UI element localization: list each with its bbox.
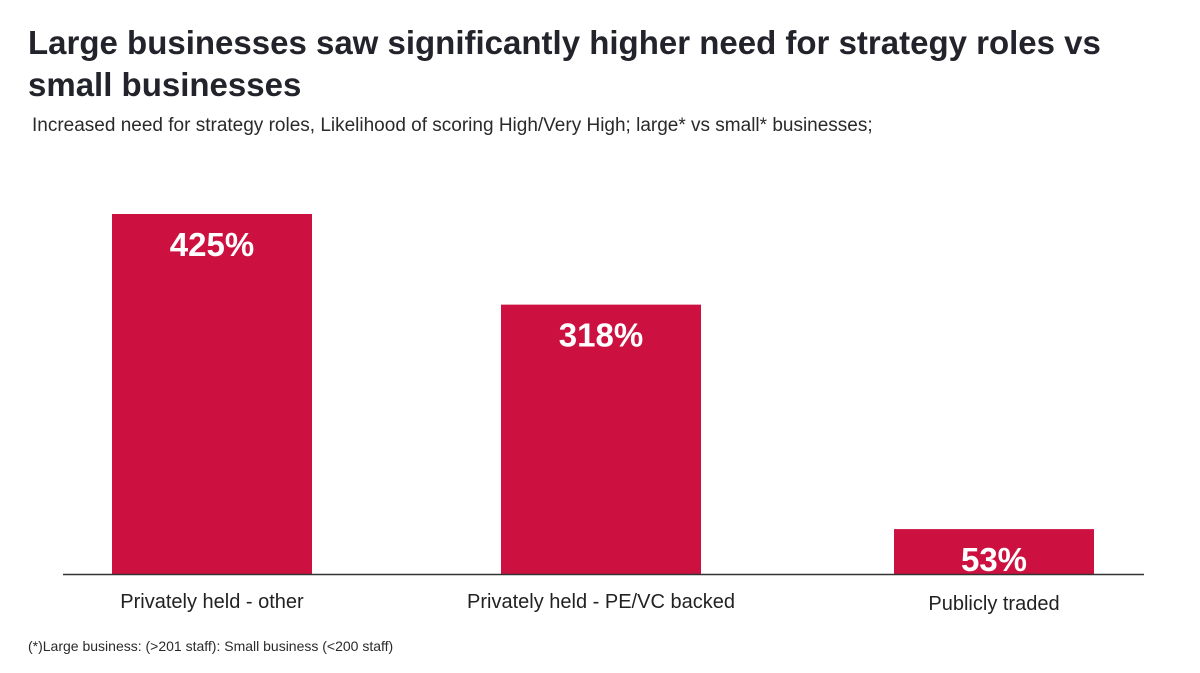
bar-value-label-2: 53%	[961, 541, 1027, 578]
bar-value-label-1: 318%	[559, 317, 643, 354]
bar-2	[894, 529, 1094, 574]
bar-1	[501, 304, 701, 574]
category-label-0: Privately held - other	[120, 591, 304, 613]
chart-subtitle: Increased need for strategy roles, Likel…	[32, 115, 873, 136]
category-label-1: Privately held - PE/VC backed	[467, 591, 735, 613]
category-label-2: Publicly traded	[928, 593, 1059, 615]
chart-title: Large businesses saw significantly highe…	[28, 24, 1101, 103]
bar-0	[112, 214, 312, 574]
bar-value-label-0: 425%	[170, 226, 254, 263]
chart-footnote: (*)Large business: (>201 staff): Small b…	[28, 638, 394, 654]
